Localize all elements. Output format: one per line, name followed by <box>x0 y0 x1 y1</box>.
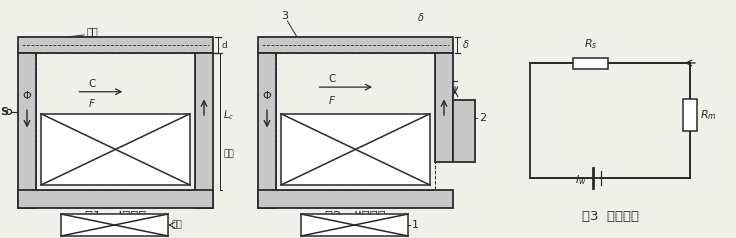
Bar <box>258 37 453 53</box>
Text: Φ: Φ <box>263 91 272 101</box>
Bar <box>61 214 168 236</box>
Bar <box>41 114 190 185</box>
Text: 图2   II型磁路: 图2 II型磁路 <box>325 210 386 223</box>
Text: 2: 2 <box>479 113 486 123</box>
Bar <box>18 190 213 208</box>
Bar <box>276 53 435 190</box>
Text: 线圈: 线圈 <box>171 220 182 229</box>
Bar <box>435 53 453 162</box>
Text: 图3  磁路路图: 图3 磁路路图 <box>581 210 639 223</box>
Bar <box>258 190 453 208</box>
Bar <box>301 214 408 236</box>
Text: $R_s$: $R_s$ <box>584 37 598 51</box>
Bar <box>683 99 697 131</box>
Text: Φ: Φ <box>23 91 32 101</box>
Text: C: C <box>328 74 336 84</box>
Bar <box>195 53 213 208</box>
Text: 图1    I型磁路: 图1 I型磁路 <box>85 210 146 223</box>
Text: 衔铁: 衔铁 <box>86 26 98 36</box>
Bar <box>281 114 430 185</box>
Text: F: F <box>329 96 335 106</box>
Text: δ: δ <box>418 13 424 23</box>
Text: C: C <box>88 79 96 89</box>
Bar <box>18 53 36 208</box>
Bar <box>36 53 195 190</box>
Bar <box>258 53 276 208</box>
Text: S: S <box>0 107 8 117</box>
Text: $R_m$: $R_m$ <box>700 108 717 122</box>
Text: F: F <box>89 99 95 109</box>
Text: $L_c$: $L_c$ <box>223 108 234 122</box>
Bar <box>573 58 609 69</box>
Text: δ: δ <box>463 40 469 50</box>
Text: 3: 3 <box>281 11 289 21</box>
Bar <box>18 37 213 53</box>
Text: $I_w$: $I_w$ <box>576 173 587 187</box>
Text: 1: 1 <box>412 220 419 230</box>
Text: d: d <box>222 40 227 50</box>
Bar <box>453 100 475 162</box>
Text: 铁芯: 铁芯 <box>223 149 234 158</box>
